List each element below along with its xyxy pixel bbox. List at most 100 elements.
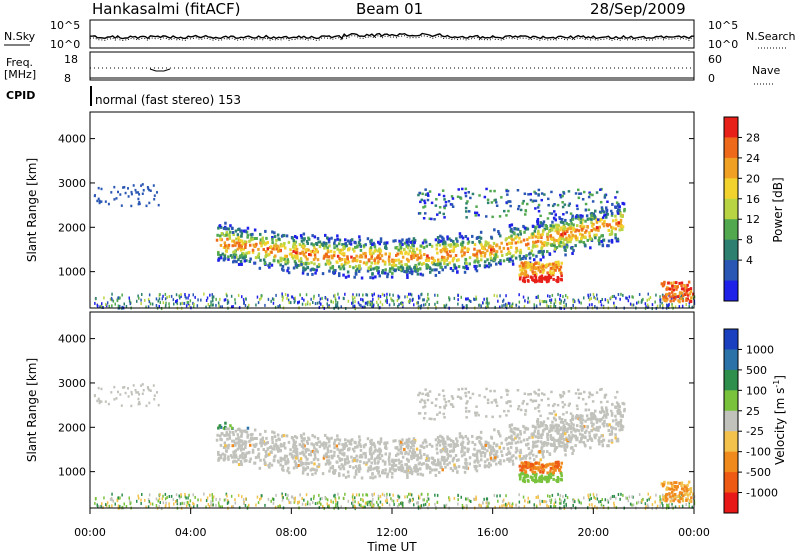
echo-cell xyxy=(221,505,223,509)
echo-cell xyxy=(467,297,469,301)
echo-cell xyxy=(443,449,447,453)
echo-cell xyxy=(165,501,167,505)
echo-cell xyxy=(224,245,227,249)
echo-cell xyxy=(610,212,614,215)
echo-cell xyxy=(501,254,504,257)
echo-cell xyxy=(554,300,557,304)
echo-cell xyxy=(432,462,435,466)
echo-cell xyxy=(610,213,614,217)
echo-cell xyxy=(226,244,229,248)
echo-cell xyxy=(551,204,555,208)
echo-cell xyxy=(231,444,234,448)
echo-cell xyxy=(546,271,549,275)
echo-cell xyxy=(244,230,247,234)
echo-cell xyxy=(673,292,677,296)
echo-cell xyxy=(299,251,302,255)
echo-cell xyxy=(553,241,556,245)
echo-cell xyxy=(493,389,496,393)
echo-cell xyxy=(578,500,581,504)
echo-cell xyxy=(603,419,606,423)
echo-cell xyxy=(180,493,182,497)
echo-cell xyxy=(100,187,103,191)
echo-cell xyxy=(527,247,530,250)
echo-cell xyxy=(302,442,305,446)
echo-cell xyxy=(312,501,314,504)
echo-cell xyxy=(535,254,538,258)
echo-cell xyxy=(489,453,492,457)
echo-cell xyxy=(259,258,262,262)
echo-cell xyxy=(257,447,260,451)
echo-cell xyxy=(580,501,582,505)
echo-cell xyxy=(295,463,298,467)
echo-cell xyxy=(603,219,606,223)
echo-cell xyxy=(243,456,246,460)
echo-cell xyxy=(521,464,525,468)
echo-cell xyxy=(409,499,411,503)
echo-cell xyxy=(310,442,313,446)
echo-cell xyxy=(297,264,300,267)
echo-cell xyxy=(221,305,223,309)
echo-cell xyxy=(606,412,609,416)
echo-cell xyxy=(443,198,446,201)
echo-cell xyxy=(510,223,514,227)
echo-cell xyxy=(254,256,258,260)
echo-cell xyxy=(372,241,375,245)
echo-cell xyxy=(593,495,595,499)
echo-cell xyxy=(299,457,303,461)
echo-cell xyxy=(413,265,417,269)
echo-cell xyxy=(524,209,528,213)
echo-cell xyxy=(100,200,103,203)
echo-cell xyxy=(479,230,483,234)
echo-cell xyxy=(523,304,526,308)
echo-cell xyxy=(248,250,251,254)
echo-cell xyxy=(518,277,522,281)
echo-cell xyxy=(243,301,245,305)
echo-cell xyxy=(456,458,459,462)
echo-cell xyxy=(378,447,381,451)
echo-cell xyxy=(448,250,452,254)
echo-cell xyxy=(594,436,597,440)
echo-cell xyxy=(547,305,550,309)
echo-cell xyxy=(619,420,622,424)
echo-cell xyxy=(425,456,429,460)
echo-cell xyxy=(430,201,434,205)
echo-cell xyxy=(521,269,524,273)
echo-cell xyxy=(554,305,557,308)
echo-cell xyxy=(471,234,474,238)
echo-cell xyxy=(327,250,330,254)
echo-cell xyxy=(138,402,141,406)
echo-cell xyxy=(565,428,568,432)
echo-cell xyxy=(465,261,468,265)
echo-cell xyxy=(597,418,600,421)
echo-cell xyxy=(128,299,131,303)
echo-cell xyxy=(347,260,351,264)
echo-cell xyxy=(548,212,552,215)
echo-cell xyxy=(405,240,409,244)
echo-cell xyxy=(454,254,458,257)
echo-cell xyxy=(264,303,266,307)
echo-cell xyxy=(533,390,536,394)
echo-cell xyxy=(217,457,221,461)
echo-cell xyxy=(328,444,331,448)
echo-cell xyxy=(430,461,434,465)
echo-cell xyxy=(396,499,399,502)
echo-cell xyxy=(312,243,315,247)
echo-cell xyxy=(425,244,429,248)
echo-cell xyxy=(294,261,297,265)
echo-cell xyxy=(569,238,573,242)
echo-cell xyxy=(302,246,305,250)
echo-cell xyxy=(248,260,252,263)
echo-cell xyxy=(255,442,258,446)
echo-cell xyxy=(430,468,434,472)
echo-cell xyxy=(443,406,446,410)
echo-cell xyxy=(616,237,620,241)
echo-cell xyxy=(475,264,478,268)
echo-cell xyxy=(257,301,260,305)
echo-cell xyxy=(407,458,410,462)
echo-cell xyxy=(429,470,432,474)
echo-cell xyxy=(425,466,429,470)
echo-cell xyxy=(223,234,226,237)
echo-cell xyxy=(531,276,534,280)
echo-cell xyxy=(552,271,555,275)
echo-cell xyxy=(507,409,510,413)
